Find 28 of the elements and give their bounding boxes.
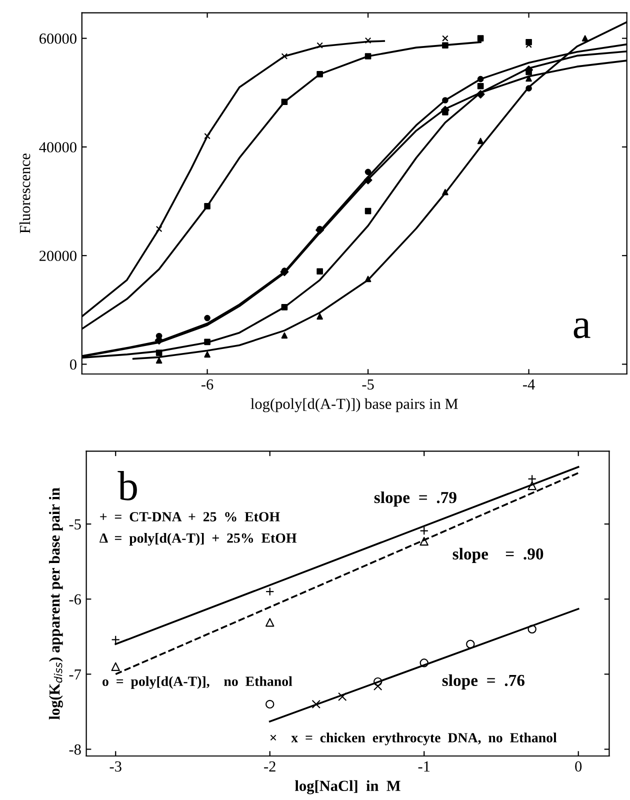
x-tick-label: -5 <box>362 379 374 390</box>
x-axis-title: log[NaCl] in M <box>295 780 400 794</box>
y-tick-label: 60000 <box>40 33 76 44</box>
annotation: Δ = poly[d(A-T)] + 25% EtOH <box>100 533 297 546</box>
x-tick-label: -2 <box>264 761 276 772</box>
annotation: o = poly[d(A-T)], no Ethanol <box>102 676 292 689</box>
x-axis-title: log(poly[d(A-T)]) base pairs in M <box>250 398 458 412</box>
y-tick-label: 0 <box>70 359 76 370</box>
y-tick-label: -7 <box>69 669 82 680</box>
annotation: a <box>574 318 590 338</box>
y-tick-label: -6 <box>69 594 81 605</box>
y-tick-label: 20000 <box>40 250 76 262</box>
x-tick-label: -1 <box>418 761 430 772</box>
annotation: slope = .79 <box>374 491 456 507</box>
y-axis-title: log(K$_{diss}$) apparent per base pair in <box>48 488 63 720</box>
x-tick-label: -6 <box>201 379 214 390</box>
annotation: + = CT-DNA + 25 % EtOH <box>100 512 280 522</box>
x-tick-label: -3 <box>110 761 122 772</box>
x-tick-label: -4 <box>522 379 535 390</box>
y-tick-label: 40000 <box>39 142 76 152</box>
y-tick-label: -8 <box>69 744 81 755</box>
x-tick-label: 0 <box>575 761 582 772</box>
y-tick-label: -5 <box>69 519 81 530</box>
annotation: slope = .90 <box>452 548 544 563</box>
annotation: b <box>118 471 137 500</box>
y-axis-title: Fluorescence <box>19 154 30 234</box>
annotation: slope = .76 <box>442 674 525 690</box>
annotation: × x = chicken erythrocyte DNA, no Ethanol <box>270 732 557 746</box>
